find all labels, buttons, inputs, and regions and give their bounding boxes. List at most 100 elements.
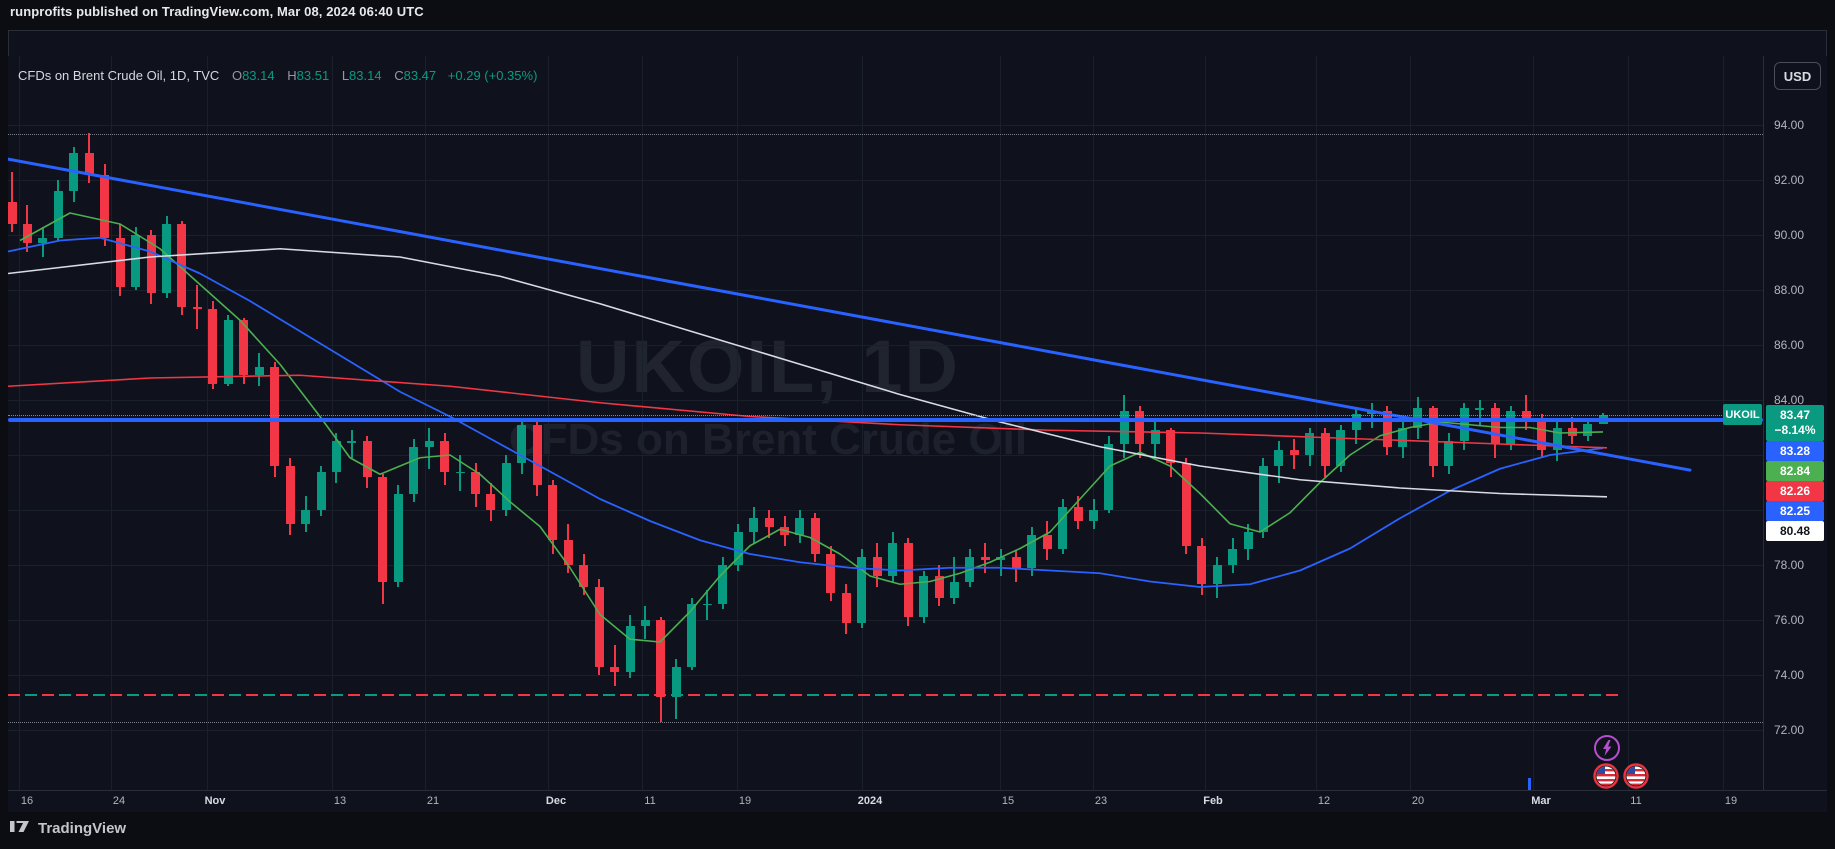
candle[interactable] [841, 592, 851, 623]
candle[interactable] [517, 424, 527, 464]
candle[interactable] [301, 510, 311, 524]
candle[interactable] [1274, 449, 1284, 466]
candle[interactable] [471, 471, 480, 494]
candle[interactable] [1583, 423, 1593, 436]
candle[interactable] [1444, 441, 1454, 466]
candle[interactable] [872, 556, 882, 576]
candle[interactable] [1058, 507, 1068, 549]
candle[interactable] [563, 540, 573, 565]
candle[interactable] [378, 477, 388, 582]
footer-logo-text[interactable]: TradingView [38, 819, 127, 837]
candle[interactable] [393, 493, 403, 582]
candle[interactable] [1181, 463, 1191, 546]
candle[interactable] [239, 320, 249, 376]
candle[interactable] [934, 576, 944, 598]
candle[interactable] [826, 554, 836, 593]
candle[interactable] [1351, 413, 1361, 431]
candle[interactable] [1104, 444, 1114, 510]
candle[interactable] [1398, 427, 1407, 447]
candle[interactable] [1073, 507, 1083, 521]
candle[interactable] [115, 237, 125, 288]
tradingview-logo[interactable] [10, 818, 31, 838]
candle[interactable] [919, 576, 929, 618]
candle[interactable] [1135, 411, 1145, 444]
candle[interactable] [1166, 430, 1176, 464]
candle[interactable] [409, 446, 419, 494]
candle[interactable] [22, 224, 32, 244]
candle[interactable] [131, 235, 141, 288]
candle[interactable] [888, 543, 898, 576]
chart-plot-area[interactable]: UKOIL, 1D CFDs on Brent Crude Oil [8, 56, 1763, 790]
candle[interactable] [1475, 408, 1485, 410]
candle[interactable] [810, 518, 820, 554]
usd-currency-button[interactable]: USD [1774, 62, 1821, 90]
candle[interactable] [146, 235, 156, 293]
candle[interactable] [949, 581, 959, 598]
candle[interactable] [1258, 466, 1268, 532]
candle[interactable] [347, 441, 357, 443]
candle[interactable] [316, 471, 326, 510]
candle[interactable] [1119, 411, 1129, 444]
candle[interactable] [1027, 534, 1037, 568]
candle[interactable] [718, 565, 728, 604]
price-axis[interactable]: 94.00 92.00 90.00 88.00 86.00 84.00 78.00 76.00… [1763, 56, 1827, 790]
symbol-legend[interactable]: CFDs on Brent Crude Oil, 1D, TVC O83.14 … [18, 68, 537, 83]
candle[interactable] [1537, 419, 1547, 450]
candle[interactable] [980, 556, 990, 560]
descending-trendline[interactable] [8, 157, 1692, 472]
candle[interactable] [1212, 565, 1222, 585]
candle[interactable] [656, 620, 666, 697]
candle[interactable] [270, 367, 280, 466]
candle[interactable] [687, 603, 697, 667]
candle[interactable] [8, 202, 17, 224]
candle[interactable] [38, 237, 48, 244]
candle[interactable] [285, 466, 295, 524]
candle[interactable] [424, 441, 434, 447]
candle[interactable] [1490, 408, 1500, 444]
candle[interactable] [1150, 430, 1160, 444]
candle[interactable] [733, 532, 743, 565]
candle[interactable] [625, 625, 635, 673]
candle[interactable] [610, 666, 620, 673]
candle[interactable] [1552, 427, 1562, 450]
legend-symbol-title[interactable]: CFDs on Brent Crude Oil, 1D, TVC [18, 68, 220, 83]
candle[interactable] [640, 620, 650, 626]
candle[interactable] [486, 493, 496, 510]
ma-white-line[interactable] [8, 247, 1608, 498]
candle[interactable] [331, 441, 341, 472]
candle[interactable] [192, 306, 202, 310]
candle[interactable] [548, 485, 558, 541]
candle[interactable] [1567, 427, 1577, 436]
ma-fast-green-line[interactable] [19, 212, 1604, 643]
candle[interactable] [501, 463, 511, 510]
candle[interactable] [254, 367, 264, 376]
candle[interactable] [84, 152, 94, 175]
candle[interactable] [440, 441, 450, 472]
candle[interactable] [223, 320, 233, 384]
ma-blue-line[interactable] [8, 236, 1604, 588]
candle[interactable] [1428, 408, 1438, 466]
candle[interactable] [579, 565, 589, 587]
candle[interactable] [764, 518, 774, 527]
candle[interactable] [1305, 433, 1315, 455]
candle[interactable] [208, 309, 218, 384]
us-flag-icon[interactable] [1622, 762, 1650, 795]
candle[interactable] [1011, 556, 1021, 568]
time-axis[interactable]: 16 24 Nov 13 21 Dec 11 19 2024 15 23 Feb 12 20 Mar 11 19 [8, 790, 1827, 812]
lightning-icon[interactable] [1593, 734, 1621, 767]
candle[interactable] [362, 441, 372, 477]
candle[interactable] [1243, 532, 1253, 549]
candle[interactable] [671, 666, 681, 697]
candle[interactable] [1336, 430, 1346, 466]
candle[interactable] [749, 518, 759, 532]
candle[interactable] [857, 556, 867, 623]
candle[interactable] [702, 603, 712, 605]
candle[interactable] [903, 543, 913, 618]
candle[interactable] [1382, 411, 1392, 447]
candle[interactable] [100, 174, 110, 238]
candle[interactable] [1089, 510, 1098, 521]
candle[interactable] [1289, 449, 1299, 455]
candle[interactable] [532, 424, 542, 486]
candle[interactable] [1228, 548, 1238, 565]
candle[interactable] [1197, 545, 1207, 585]
